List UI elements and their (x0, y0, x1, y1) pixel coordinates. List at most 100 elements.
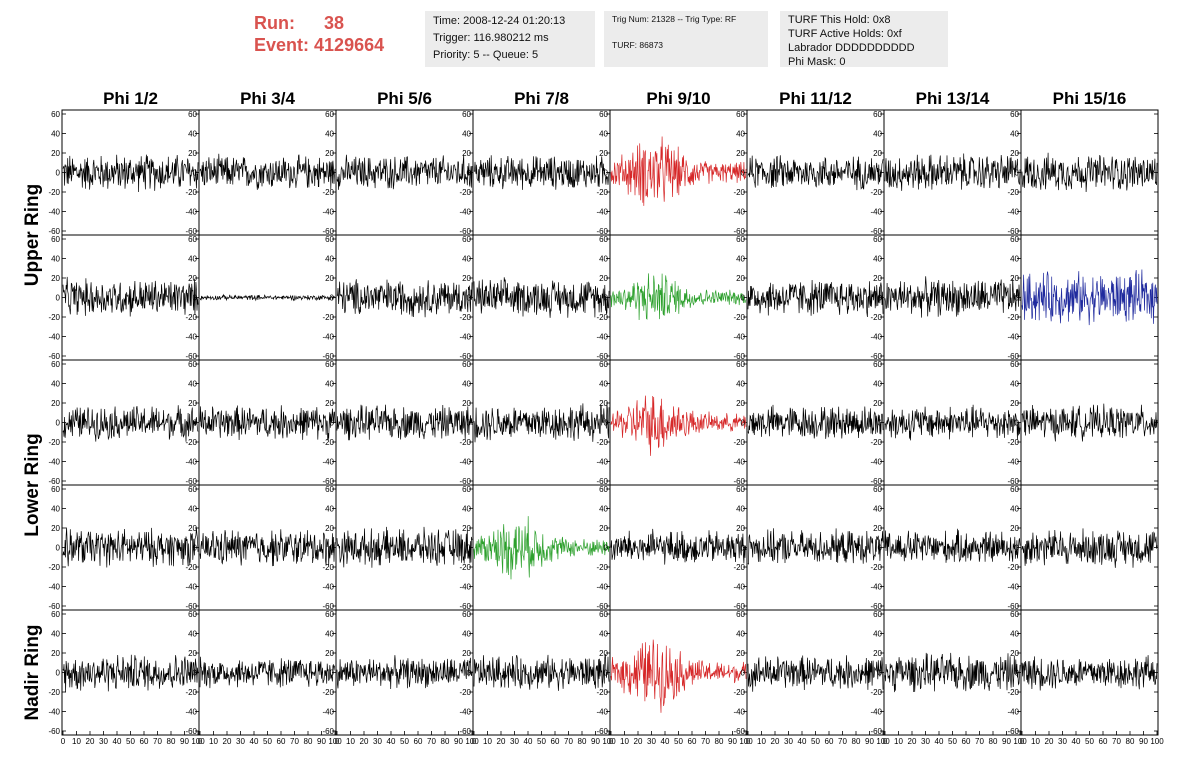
waveform-trace (336, 655, 473, 690)
column-title: Phi 3/4 (240, 89, 295, 108)
y-tick-label: 20 (325, 274, 334, 283)
waveform-trace (336, 154, 473, 190)
y-tick-label: 40 (736, 130, 745, 139)
x-tick-label: 30 (921, 737, 930, 746)
waveform-trace (747, 155, 884, 191)
y-tick-label: 40 (325, 630, 334, 639)
waveform-trace (884, 652, 1021, 693)
y-tick-label: 60 (188, 235, 197, 244)
y-tick-label: -60 (459, 227, 471, 236)
y-tick-label: -40 (459, 708, 471, 717)
y-tick-label: -20 (48, 188, 60, 197)
y-tick-label: 40 (188, 130, 197, 139)
y-tick-label: -40 (48, 708, 60, 717)
y-tick-label: 60 (1010, 610, 1019, 619)
y-tick-label: -20 (870, 563, 882, 572)
x-tick-label: 70 (290, 737, 299, 746)
y-tick-label: 60 (325, 110, 334, 119)
y-tick-label: 20 (462, 524, 471, 533)
y-tick-label: 40 (462, 630, 471, 639)
y-tick-label: -20 (596, 438, 608, 447)
y-tick-label: -60 (596, 352, 608, 361)
y-tick-label: -40 (870, 333, 882, 342)
y-tick-label: -20 (733, 188, 745, 197)
y-tick-label: 60 (873, 110, 882, 119)
y-tick-label: 40 (462, 255, 471, 264)
x-tick-label: 60 (825, 737, 834, 746)
y-tick-label: -60 (185, 477, 197, 486)
panel-frame (198, 359, 337, 486)
y-tick-label: 20 (1010, 274, 1019, 283)
y-tick-label: 60 (51, 110, 60, 119)
y-tick-label: 0 (878, 419, 883, 428)
y-tick-label: -60 (1007, 227, 1019, 236)
y-tick-label: 0 (467, 669, 472, 678)
x-tick-label: 10 (209, 737, 218, 746)
y-tick-label: 60 (188, 110, 197, 119)
waveform-trace (747, 528, 884, 565)
y-tick-label: 40 (599, 255, 608, 264)
y-tick-label: 0 (330, 294, 335, 303)
y-tick-label: -20 (459, 563, 471, 572)
y-tick-label: -40 (459, 458, 471, 467)
y-tick-label: 40 (325, 380, 334, 389)
run-value: 38 (324, 13, 345, 33)
x-tick-label: 60 (277, 737, 286, 746)
y-tick-label: -40 (185, 458, 197, 467)
waveform-trace (884, 528, 1021, 563)
y-tick-label: 60 (599, 485, 608, 494)
x-tick-label: 10 (1031, 737, 1040, 746)
y-tick-label: 20 (51, 649, 60, 658)
y-tick-label: 40 (51, 130, 60, 139)
y-tick-label: -60 (870, 477, 882, 486)
x-tick-label: 100 (328, 737, 342, 746)
y-tick-label: -60 (596, 227, 608, 236)
y-tick-label: 0 (467, 169, 472, 178)
y-tick-label: 0 (878, 544, 883, 553)
y-tick-label: 0 (1015, 544, 1020, 553)
y-tick-label: -60 (185, 727, 197, 736)
x-tick-label: 30 (647, 737, 656, 746)
y-tick-label: 40 (736, 630, 745, 639)
y-tick-label: -60 (870, 352, 882, 361)
priority-line: Priority: 5 -- Queue: 5 (433, 49, 539, 61)
y-tick-label: 20 (736, 649, 745, 658)
event-label: Event: (254, 35, 310, 55)
waveform-trace (1021, 269, 1158, 326)
y-tick-label: 0 (741, 294, 746, 303)
y-tick-label: 40 (51, 505, 60, 514)
y-tick-label: 60 (599, 610, 608, 619)
y-tick-label: 60 (599, 110, 608, 119)
waveform-trace (199, 529, 336, 567)
y-tick-label: 20 (736, 524, 745, 533)
y-tick-label: 40 (188, 505, 197, 514)
y-tick-label: -60 (48, 352, 60, 361)
x-tick-label: 90 (1002, 737, 1011, 746)
y-tick-label: -20 (1007, 313, 1019, 322)
waveform-trace (62, 654, 199, 693)
y-tick-label: 60 (599, 360, 608, 369)
y-tick-label: 20 (462, 149, 471, 158)
y-tick-label: 60 (325, 485, 334, 494)
y-tick-label: 40 (599, 380, 608, 389)
waveform-trace (747, 404, 884, 439)
y-tick-label: 40 (1010, 255, 1019, 264)
x-tick-label: 20 (86, 737, 95, 746)
x-tick-label: 20 (360, 737, 369, 746)
y-tick-label: 20 (599, 524, 608, 533)
y-tick-label: 40 (599, 505, 608, 514)
y-tick-label: 60 (599, 235, 608, 244)
y-tick-label: 40 (51, 255, 60, 264)
y-tick-label: -40 (1007, 458, 1019, 467)
waveform-trace (62, 405, 199, 442)
y-tick-label: 0 (604, 294, 609, 303)
waveform-trace (62, 276, 199, 317)
y-tick-label: 0 (1015, 294, 1020, 303)
x-tick-label: 50 (948, 737, 957, 746)
y-tick-label: 60 (736, 610, 745, 619)
y-tick-label: 20 (188, 149, 197, 158)
y-tick-label: 40 (51, 630, 60, 639)
y-tick-label: 60 (1010, 485, 1019, 494)
x-tick-label: 70 (1112, 737, 1121, 746)
y-tick-label: -60 (185, 352, 197, 361)
